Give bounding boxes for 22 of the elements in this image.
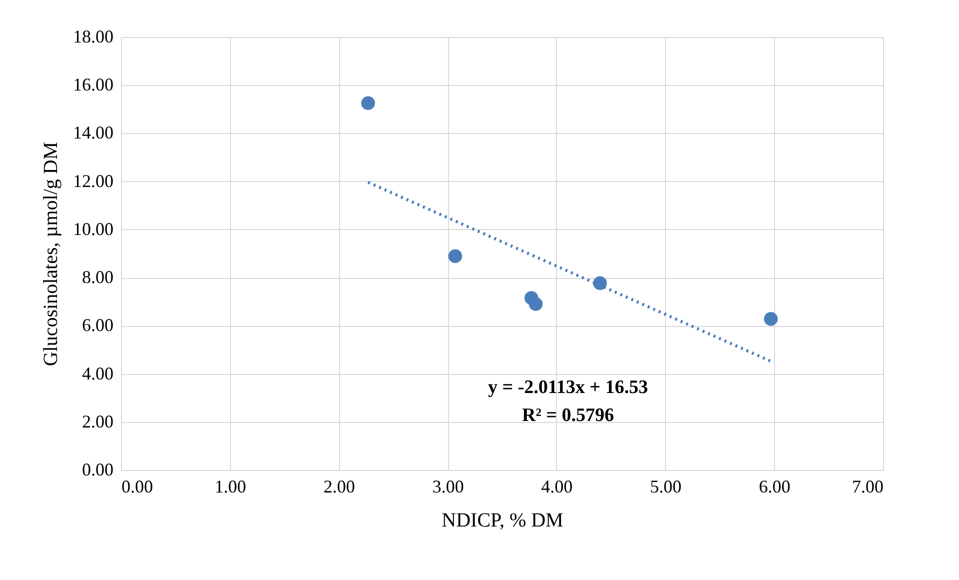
x-tick-label: 1.00 (214, 476, 246, 496)
y-tick-label: 2.00 (82, 411, 114, 432)
y-tick-label: 6.00 (82, 315, 114, 336)
x-tick-label: 2.00 (323, 476, 355, 496)
x-tick-label: 4.00 (541, 476, 573, 496)
y-tick-label: 8.00 (82, 267, 114, 288)
x-tick-label: 0.00 (122, 476, 153, 496)
x-tick-label: 7.00 (852, 476, 884, 496)
x-tick-label: 6.00 (758, 476, 790, 496)
y-tick-label: 10.00 (73, 218, 114, 239)
annotation: y = -2.0113x + 16.53 (488, 377, 648, 398)
x-tick-label: 3.00 (432, 476, 464, 496)
y-tick-label: 12.00 (73, 170, 114, 191)
y-axis-title: Glucosinolates, µmol/g DM (40, 142, 62, 366)
y-tick-label: 16.00 (73, 74, 114, 95)
x-axis-title: NDICP, % DM (442, 510, 564, 532)
x-tick-label: 5.00 (650, 476, 682, 496)
y-tick-label: 0.00 (82, 460, 114, 480)
y-tick-label: 18.00 (73, 26, 114, 46)
annotation: R² = 0.5796 (522, 405, 614, 426)
y-tick-label: 14.00 (73, 122, 114, 143)
y-tick-label: 4.00 (82, 363, 114, 384)
